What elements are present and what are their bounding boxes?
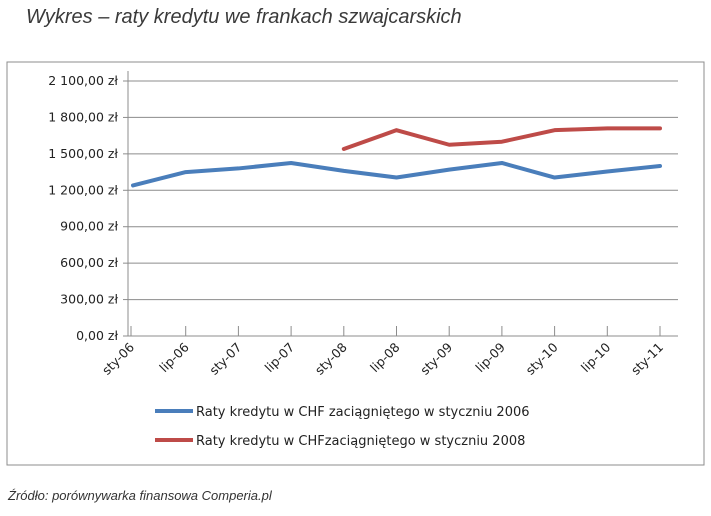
series-line	[341, 126, 662, 151]
source-note: Źródło: porównywarka finansowa Comperia.…	[8, 488, 272, 503]
y-tick-label: 1 800,00 zł	[48, 109, 118, 124]
y-tick-label: 900,00 zł	[60, 219, 118, 234]
y-tick-label: 600,00 zł	[60, 255, 118, 270]
y-tick-label: 2 100,00 zł	[48, 73, 118, 88]
legend-label: Raty kredytu w CHF zaciągniętego w stycz…	[196, 405, 530, 420]
y-tick-label: 300,00 zł	[60, 292, 118, 307]
y-tick-label: 0,00 zł	[76, 328, 118, 343]
series-line	[131, 160, 662, 188]
legend-label: Raty kredytu w CHFzaciągniętego w styczn…	[196, 434, 525, 449]
y-tick-label: 1 200,00 zł	[48, 182, 118, 197]
y-tick-label: 1 500,00 zł	[48, 146, 118, 161]
page-title: Wykres – raty kredytu we frankach szwajc…	[26, 6, 462, 28]
